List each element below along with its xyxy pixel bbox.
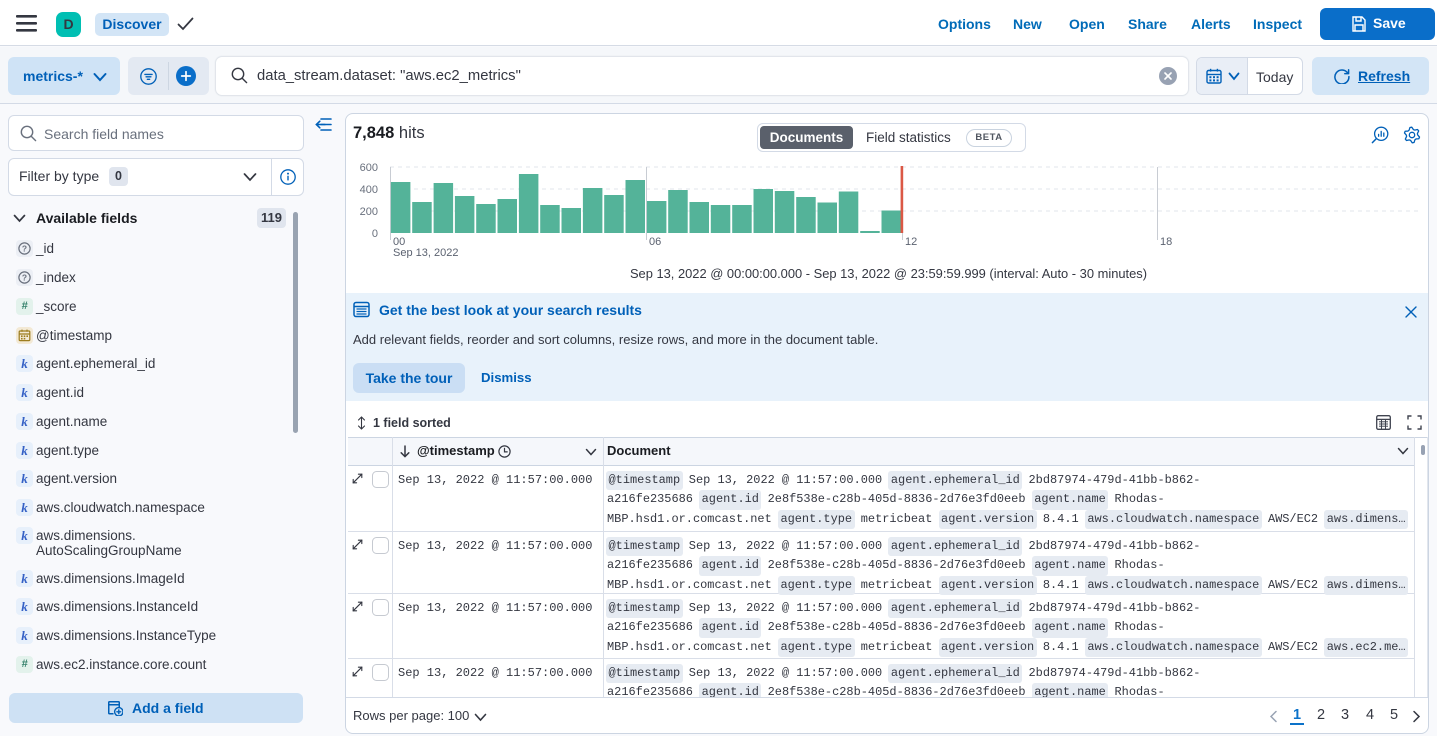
svg-text:Sep 13, 2022: Sep 13, 2022 [393,247,458,258]
svg-text:06: 06 [649,236,661,248]
svg-text:400: 400 [360,184,378,196]
svg-text:200: 200 [360,206,378,218]
svg-text:00: 00 [393,236,405,248]
svg-text:?: ? [22,272,27,282]
svg-text:0: 0 [372,228,378,240]
svg-text:18: 18 [1160,236,1172,248]
svg-text:600: 600 [360,162,378,174]
svg-text:?: ? [22,243,27,253]
svg-text:12: 12 [905,236,917,248]
